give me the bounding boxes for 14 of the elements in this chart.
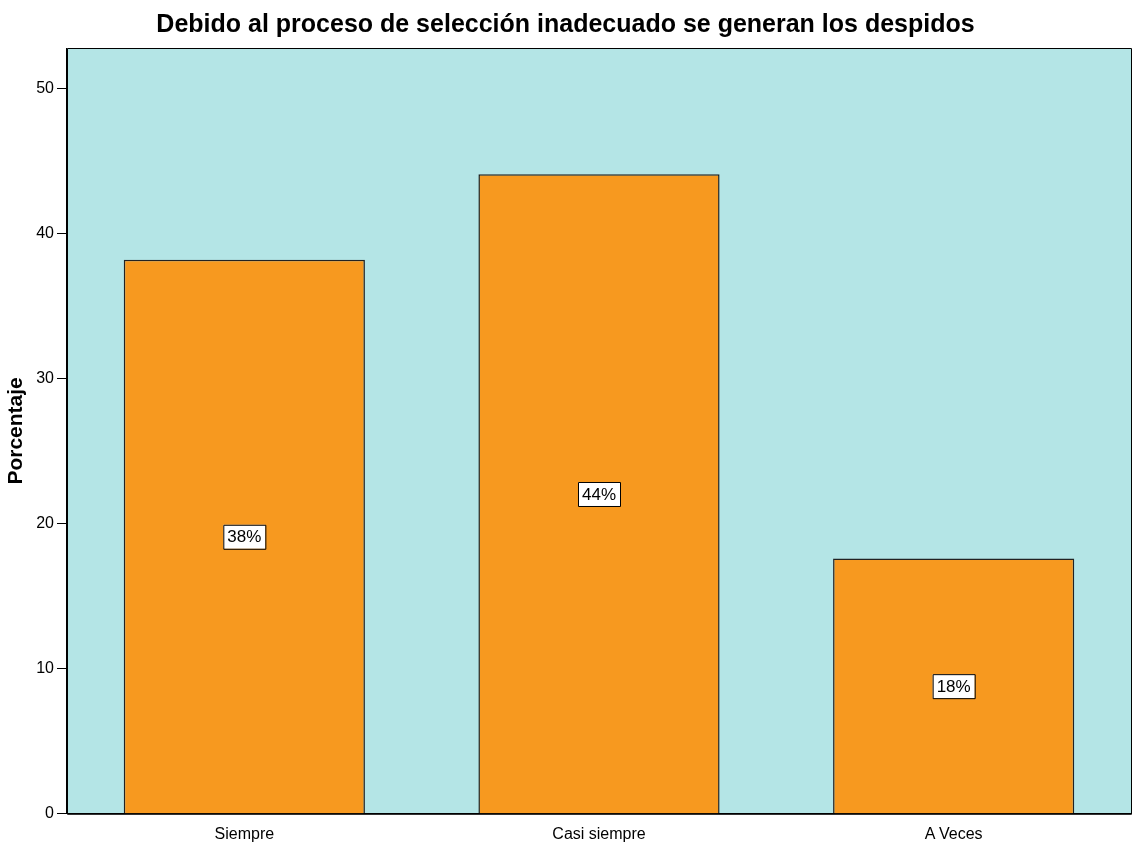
x-tick-label: Casi siempre: [552, 824, 646, 842]
y-tick-label: 10: [36, 659, 55, 677]
y-tick-label: 40: [36, 224, 55, 242]
data-label: 18%: [936, 676, 971, 696]
y-tick-label: 50: [36, 79, 55, 97]
data-label: 38%: [227, 527, 262, 547]
chart-title: Debido al proceso de selección inadecuado se generan los despidos: [156, 8, 975, 37]
x-tick-label: A Veces: [924, 824, 983, 842]
y-tick-label: 0: [45, 804, 55, 822]
y-tick-label: 30: [36, 369, 55, 387]
y-axis-title: Porcentaje: [3, 377, 27, 485]
y-tick-label: 20: [36, 514, 55, 532]
x-tick-label: Siempre: [214, 824, 275, 842]
data-label: 44%: [581, 484, 617, 504]
